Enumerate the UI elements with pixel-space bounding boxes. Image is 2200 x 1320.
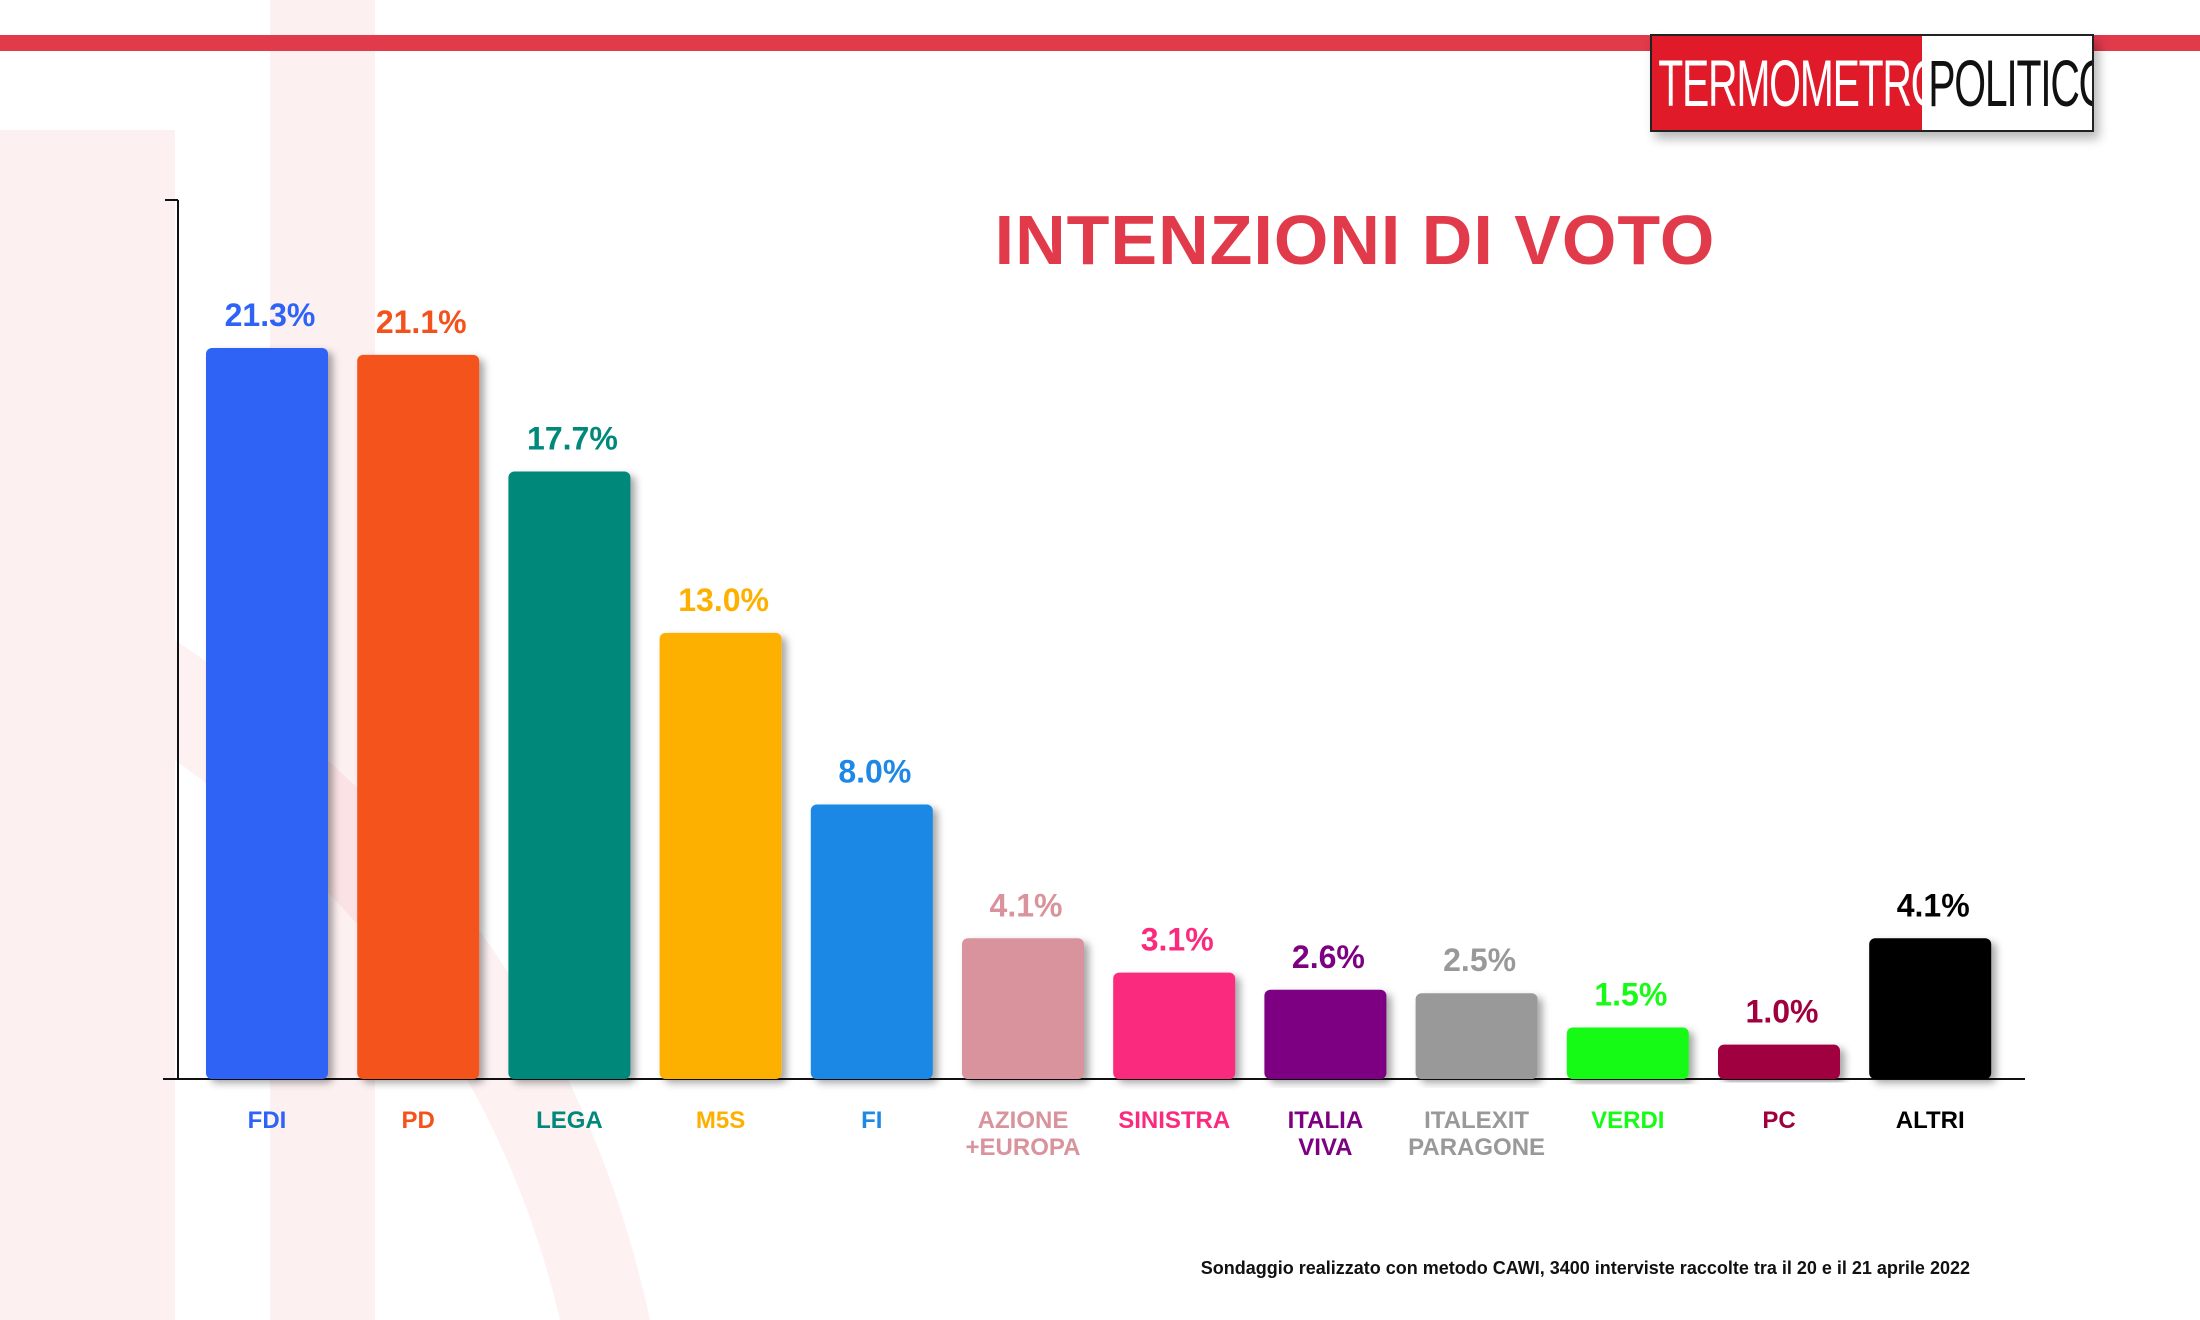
bar-4 <box>810 804 933 1079</box>
category-label-9: VERDI <box>1591 1107 1664 1134</box>
bar-3 <box>659 632 782 1079</box>
value-label-0: 21.3% <box>225 297 316 333</box>
bar-2 <box>508 471 631 1079</box>
bar-10 <box>1718 1044 1840 1079</box>
category-label-3: M5S <box>696 1107 745 1134</box>
category-label-10: PC <box>1762 1107 1795 1134</box>
category-label-5: AZIONE +EUROPA <box>966 1107 1081 1161</box>
value-label-6: 3.1% <box>1141 922 1214 958</box>
value-label-5: 4.1% <box>990 887 1063 923</box>
value-label-11: 4.1% <box>1897 887 1970 923</box>
value-label-3: 13.0% <box>678 582 769 618</box>
termometro-politico-logo: TERMOMETRO POLITICO <box>1650 34 2094 132</box>
value-label-7: 2.6% <box>1292 939 1365 975</box>
bar-8 <box>1415 993 1538 1079</box>
category-label-4: FI <box>861 1107 882 1134</box>
category-label-8: ITALEXIT PARAGONE <box>1408 1107 1545 1161</box>
bar-0 <box>206 348 328 1079</box>
value-label-1: 21.1% <box>376 304 467 340</box>
value-label-10: 1.0% <box>1746 994 1819 1030</box>
bar-1 <box>357 354 480 1079</box>
bar-7 <box>1264 989 1387 1079</box>
category-label-6: SINISTRA <box>1118 1107 1230 1134</box>
category-label-11: ALTRI <box>1896 1107 1965 1134</box>
category-label-2: LEGA <box>536 1107 603 1134</box>
category-label-0: FDI <box>248 1107 287 1134</box>
survey-footnote: Sondaggio realizzato con metodo CAWI, 34… <box>1200 1258 1970 1278</box>
value-label-2: 17.7% <box>527 421 618 457</box>
category-label-1: PD <box>402 1107 435 1134</box>
value-label-9: 1.5% <box>1594 977 1667 1013</box>
value-label-4: 8.0% <box>838 753 911 789</box>
bar-11 <box>1869 938 1992 1079</box>
category-label-7: ITALIA VIVA <box>1288 1107 1364 1161</box>
bar-5 <box>962 938 1084 1079</box>
bar-9 <box>1566 1027 1689 1079</box>
value-label-8: 2.5% <box>1443 942 1516 978</box>
chart-title: INTENZIONI DI VOTO <box>994 201 1716 279</box>
bar-6 <box>1113 972 1236 1079</box>
